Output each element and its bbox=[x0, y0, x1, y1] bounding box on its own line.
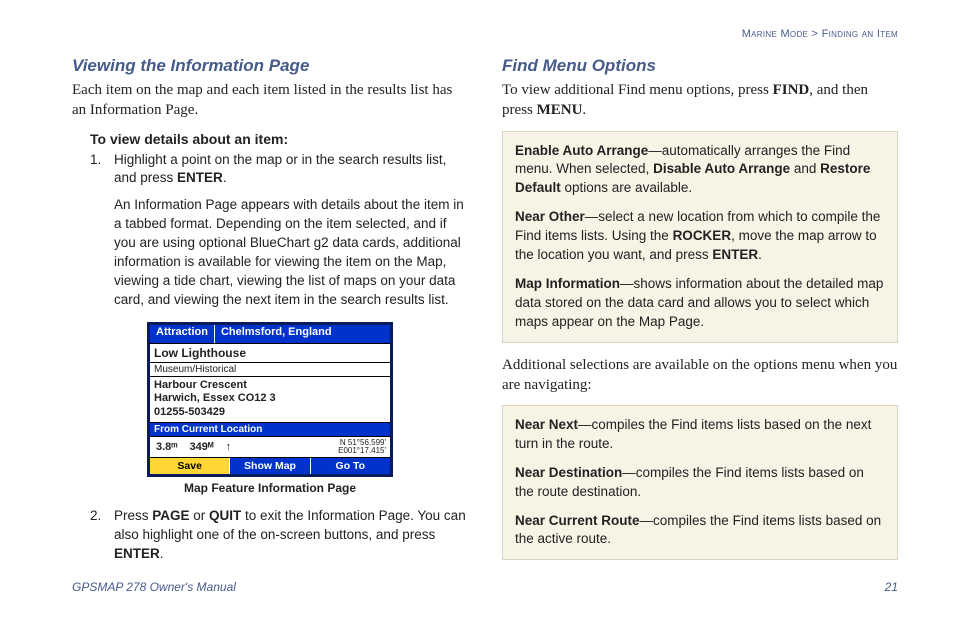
key-page: PAGE bbox=[152, 508, 189, 523]
steps-list: 1. Highlight a point on the map or in th… bbox=[90, 151, 468, 310]
step-number: 1. bbox=[90, 151, 101, 170]
device-buttons: Save Show Map Go To bbox=[150, 457, 390, 474]
device-stats: 3.8ᵐ 349ᴹ ↑ N 51°56.599' E001°17.415' bbox=[150, 436, 390, 457]
device-save-button[interactable]: Save bbox=[150, 458, 229, 474]
intro-text: To view additional Find menu options, pr… bbox=[502, 80, 898, 121]
option-near-other: Near Other—select a new location from wh… bbox=[515, 208, 885, 265]
device-tabs: Attraction Chelmsford, England bbox=[150, 325, 390, 343]
device-showmap-button[interactable]: Show Map bbox=[229, 458, 310, 474]
figure-caption: Map Feature Information Page bbox=[72, 481, 468, 495]
right-column: Find Menu Options To view additional Fin… bbox=[502, 56, 898, 572]
device-goto-button[interactable]: Go To bbox=[311, 458, 390, 474]
footer-page-number: 21 bbox=[885, 580, 898, 594]
device-address: Harbour Crescent Harwich, Essex CO12 3 0… bbox=[150, 376, 390, 422]
device-screen: Attraction Chelmsford, England Low Light… bbox=[147, 322, 393, 477]
breadcrumb-sep: > bbox=[808, 28, 821, 40]
content-columns: Viewing the Information Page Each item o… bbox=[72, 56, 898, 572]
mid-text: Additional selections are available on t… bbox=[502, 355, 898, 396]
key-enter: ENTER bbox=[114, 546, 160, 561]
breadcrumb: Marine Mode > Finding an Item bbox=[742, 28, 898, 40]
options-box-2: Near Next—compiles the Find items lists … bbox=[502, 405, 898, 560]
device-poi-name: Low Lighthouse bbox=[150, 343, 390, 362]
arrow-up-icon: ↑ bbox=[226, 441, 232, 453]
key-enter: ENTER bbox=[177, 170, 223, 185]
step-number: 2. bbox=[90, 507, 101, 526]
option-near-next: Near Next—compiles the Find items lists … bbox=[515, 416, 885, 454]
step-detail: An Information Page appears with details… bbox=[114, 196, 468, 309]
left-column: Viewing the Information Page Each item o… bbox=[72, 56, 468, 572]
option-near-current-route: Near Current Route—compiles the Find ite… bbox=[515, 512, 885, 550]
option-enable-auto-arrange: Enable Auto Arrange—automatically arrang… bbox=[515, 142, 885, 199]
device-coords: N 51°56.599' E001°17.415' bbox=[334, 437, 390, 457]
key-find: FIND bbox=[773, 82, 810, 98]
key-quit: QUIT bbox=[209, 508, 241, 523]
device-screenshot: Attraction Chelmsford, England Low Light… bbox=[147, 322, 393, 477]
device-tab-attraction[interactable]: Attraction bbox=[150, 325, 214, 343]
intro-text: Each item on the map and each item liste… bbox=[72, 80, 468, 121]
steps-list-2: 2. Press PAGE or QUIT to exit the Inform… bbox=[90, 507, 468, 564]
device-bearing: 349ᴹ bbox=[190, 441, 214, 453]
step-1: 1. Highlight a point on the map or in th… bbox=[90, 151, 468, 310]
option-map-information: Map Information—shows information about … bbox=[515, 275, 885, 332]
device-distance-bearing: 3.8ᵐ 349ᴹ ↑ bbox=[150, 437, 237, 457]
device-distance: 3.8ᵐ bbox=[156, 441, 178, 453]
manual-page: Marine Mode > Finding an Item Viewing th… bbox=[0, 0, 954, 618]
device-tab-location[interactable]: Chelmsford, England bbox=[214, 325, 390, 343]
page-footer: GPSMAP 278 Owner's Manual 21 bbox=[72, 580, 898, 594]
option-near-destination: Near Destination—compiles the Find items… bbox=[515, 464, 885, 502]
step-text: Highlight a point on the map or in the s… bbox=[114, 152, 446, 186]
key-menu: MENU bbox=[537, 102, 583, 118]
section-heading: Viewing the Information Page bbox=[72, 56, 468, 76]
step-2: 2. Press PAGE or QUIT to exit the Inform… bbox=[90, 507, 468, 564]
subheading: To view details about an item: bbox=[90, 131, 468, 147]
breadcrumb-topic: Finding an Item bbox=[822, 28, 898, 40]
options-box-1: Enable Auto Arrange—automatically arrang… bbox=[502, 131, 898, 343]
footer-manual-title: GPSMAP 278 Owner's Manual bbox=[72, 580, 236, 594]
device-category: Museum/Historical bbox=[150, 362, 390, 376]
breadcrumb-section: Marine Mode bbox=[742, 28, 808, 40]
section-heading: Find Menu Options bbox=[502, 56, 898, 76]
device-from-banner: From Current Location bbox=[150, 422, 390, 436]
